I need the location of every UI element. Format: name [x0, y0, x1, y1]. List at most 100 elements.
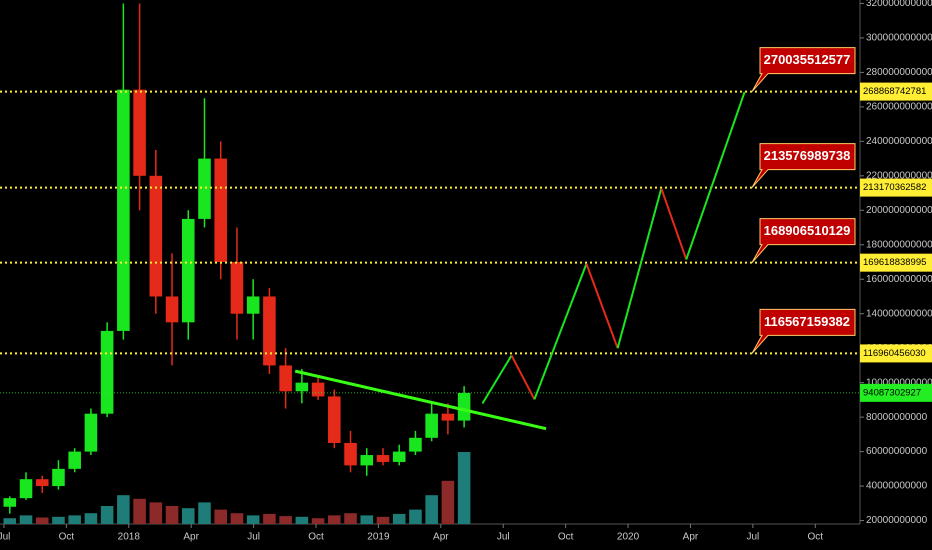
volume-bar	[344, 513, 357, 524]
volume-bar	[360, 515, 374, 524]
x-tick-label: Jul	[247, 532, 260, 543]
y-tick-label: 160000000000	[866, 274, 932, 285]
callout-label: 213576989738	[764, 148, 851, 163]
x-tick-label: Apr	[683, 532, 699, 543]
volume-bar	[214, 509, 228, 524]
volume-bar	[35, 517, 49, 524]
y-tick-label: 140000000000	[866, 308, 932, 319]
x-tick-label: 2020	[617, 532, 640, 543]
projection-segment	[660, 188, 688, 260]
candle-body	[19, 479, 33, 499]
candle-body	[230, 262, 244, 314]
candle-body	[246, 296, 260, 314]
volume-bar	[311, 518, 325, 524]
candle-body	[425, 413, 438, 438]
volume-bar	[84, 513, 98, 524]
candle-body	[279, 365, 292, 392]
candle-body	[181, 218, 195, 323]
candle-body	[165, 296, 179, 323]
volume-bar	[376, 516, 390, 524]
candle-body	[263, 296, 276, 366]
projection-segment	[510, 354, 536, 400]
volume-bar	[100, 506, 114, 524]
y-tick-label: 200000000000	[866, 205, 932, 216]
candle-body	[84, 413, 98, 452]
y-tick-label: 60000000000	[866, 446, 928, 457]
x-tick-label: Jul	[746, 532, 759, 543]
candle-body	[52, 468, 65, 487]
volume-bar	[392, 513, 406, 524]
level-label: 213170362582	[863, 182, 926, 193]
callout-label: 270035512577	[764, 52, 851, 67]
current-box	[860, 383, 932, 402]
y-tick-label: 240000000000	[866, 136, 932, 147]
volume-bar	[181, 508, 195, 524]
x-tick-label: 2019	[367, 532, 390, 543]
candle-body	[3, 498, 17, 507]
volume-bar	[425, 495, 438, 524]
volume-bar	[68, 515, 81, 524]
candle-body	[117, 89, 130, 331]
candle-body	[441, 413, 455, 421]
volume-bar	[279, 516, 292, 524]
candle-body	[198, 158, 211, 219]
level-label: 268868742781	[863, 86, 926, 97]
volume-bar	[165, 506, 179, 524]
projection-segment	[585, 263, 619, 349]
candle-body	[409, 437, 422, 452]
volume-bar	[3, 518, 17, 524]
callout-label: 168906510129	[764, 223, 851, 238]
callout	[751, 143, 856, 188]
volume-bar	[149, 502, 163, 524]
projection-segment	[685, 91, 746, 260]
y-tick-label: 80000000000	[866, 412, 928, 423]
volume-bar	[295, 516, 309, 524]
candle-body	[360, 455, 374, 466]
y-tick-label: 320000000000	[866, 0, 932, 9]
candle-body	[344, 442, 357, 466]
projection-segment	[616, 188, 663, 349]
candle-body	[311, 382, 325, 397]
y-tick-label: 100000000000	[866, 377, 932, 388]
level-box	[860, 344, 932, 363]
level-box	[860, 82, 932, 101]
volume-bar	[133, 498, 146, 524]
callout	[751, 308, 856, 354]
y-tick-label: 260000000000	[866, 102, 932, 113]
projection-segment	[533, 263, 588, 400]
candle-body	[214, 158, 228, 262]
volume-bar	[52, 516, 65, 524]
volume-bar	[19, 515, 33, 524]
candle-body	[295, 382, 309, 392]
level-box	[860, 178, 932, 197]
x-tick-label: Oct	[308, 532, 324, 543]
y-tick-label: 280000000000	[866, 67, 932, 78]
projection-segment	[481, 354, 513, 405]
candle-body	[68, 451, 81, 469]
volume-bar	[198, 502, 211, 524]
x-tick-label: Oct	[807, 532, 823, 543]
y-tick-label: 220000000000	[866, 170, 932, 181]
callout	[751, 47, 856, 92]
callout-label: 116567159382	[764, 314, 850, 329]
candle-body	[100, 330, 114, 414]
x-tick-label: Apr	[433, 532, 449, 543]
y-tick-label: 300000000000	[866, 33, 932, 44]
volume-bar	[117, 495, 130, 524]
volume-bar	[246, 515, 260, 524]
x-tick-label: Apr	[183, 532, 199, 543]
callout	[751, 218, 856, 263]
volume-bar	[263, 513, 276, 524]
candle-body	[457, 393, 471, 421]
candle-body	[35, 479, 49, 487]
volume-bar	[230, 513, 244, 524]
volume-bar	[457, 452, 471, 524]
x-tick-label: Oct	[558, 532, 574, 543]
candle-body	[149, 175, 163, 297]
x-tick-label: 2018	[118, 532, 141, 543]
level-box	[860, 253, 932, 272]
trendline	[294, 369, 547, 431]
candle-body	[133, 89, 146, 176]
candle-body	[392, 451, 406, 462]
